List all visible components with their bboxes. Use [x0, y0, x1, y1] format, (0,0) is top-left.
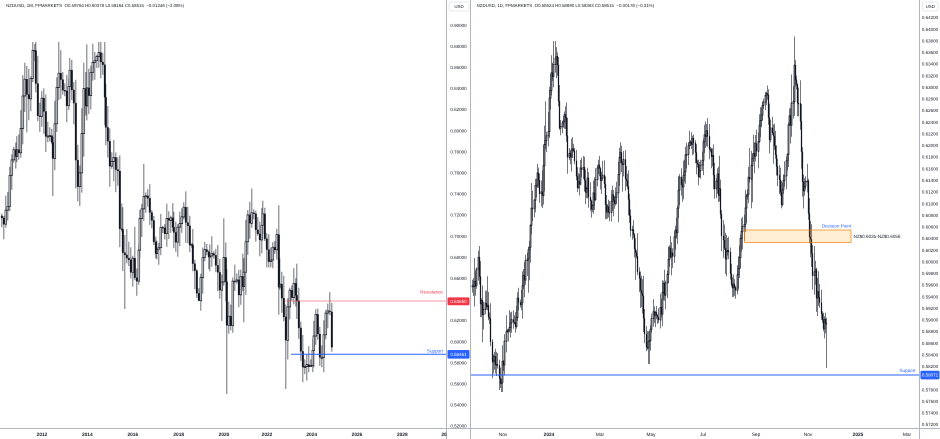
svg-text:0.58600: 0.58600 — [922, 341, 939, 346]
svg-text:0.61000: 0.61000 — [922, 201, 939, 206]
svg-text:Jul: Jul — [700, 432, 706, 438]
svg-text:0.80000: 0.80000 — [450, 128, 467, 133]
svg-text:2024: 2024 — [544, 432, 555, 438]
svg-text:0.60000: 0.60000 — [450, 339, 467, 344]
svg-text:0.86000: 0.86000 — [450, 65, 467, 70]
svg-text:2028: 2028 — [397, 432, 408, 438]
svg-text:0.59200: 0.59200 — [922, 306, 939, 311]
svg-text:NZDUSD, 1M, FPMARKETS O0.5976: NZDUSD, 1M, FPMARKETS O0.59764 H0.60378 … — [6, 3, 184, 8]
svg-text:0.78000: 0.78000 — [450, 149, 467, 154]
svg-text:0.61400: 0.61400 — [922, 178, 939, 183]
svg-text:0.63800: 0.63800 — [922, 38, 939, 43]
svg-text:0.58461: 0.58461 — [450, 352, 467, 357]
svg-text:0.61800: 0.61800 — [922, 155, 939, 160]
svg-text:Mar: Mar — [903, 432, 912, 438]
svg-text:0.90000: 0.90000 — [450, 23, 467, 28]
svg-text:0.84000: 0.84000 — [450, 86, 467, 91]
svg-text:0.61200: 0.61200 — [922, 190, 939, 195]
svg-text:2020: 2020 — [219, 432, 230, 438]
svg-text:0.63200: 0.63200 — [922, 73, 939, 78]
svg-text:2026: 2026 — [352, 432, 363, 438]
svg-text:0.57600: 0.57600 — [922, 399, 939, 404]
svg-text:Support: Support — [899, 368, 916, 373]
svg-text:0.57800: 0.57800 — [922, 387, 939, 392]
svg-text:0.64200: 0.64200 — [922, 15, 939, 20]
svg-text:0.60600: 0.60600 — [922, 225, 939, 230]
svg-text:0.58800: 0.58800 — [922, 329, 939, 334]
svg-text:Decision Point: Decision Point — [822, 224, 852, 229]
svg-text:0.59000: 0.59000 — [922, 318, 939, 323]
svg-text:0.61600: 0.61600 — [922, 166, 939, 171]
svg-text:0.54000: 0.54000 — [450, 403, 467, 408]
svg-text:0.62400: 0.62400 — [922, 120, 939, 125]
svg-text:0.82000: 0.82000 — [450, 107, 467, 112]
svg-text:0.57200: 0.57200 — [922, 422, 939, 427]
svg-text:May: May — [646, 432, 656, 438]
svg-text:NZDUSD, 1D, FPMARKETS O0.5852: NZDUSD, 1D, FPMARKETS O0.58524 H0.58690 … — [477, 3, 655, 8]
svg-text:Nov: Nov — [499, 432, 508, 438]
svg-text:0.56000: 0.56000 — [450, 382, 467, 387]
svg-text:0.58400: 0.58400 — [922, 352, 939, 357]
svg-text:0.60200: 0.60200 — [922, 248, 939, 253]
svg-text:2014: 2014 — [82, 432, 93, 438]
svg-text:0.88000: 0.88000 — [450, 44, 467, 49]
svg-text:Mar: Mar — [596, 432, 605, 438]
svg-text:0.57400: 0.57400 — [922, 411, 939, 416]
svg-text:0.68000: 0.68000 — [450, 255, 467, 260]
svg-text:0.63400: 0.63400 — [922, 62, 939, 67]
svg-text:2022: 2022 — [262, 432, 273, 438]
svg-text:Support: Support — [427, 348, 444, 353]
svg-text:0.58000: 0.58000 — [450, 360, 467, 365]
svg-text:0.63600: 0.63600 — [922, 50, 939, 55]
svg-text:2025: 2025 — [853, 432, 864, 438]
svg-text:0.58071: 0.58071 — [922, 373, 939, 378]
svg-text:0.60400: 0.60400 — [922, 236, 939, 241]
svg-text:USD: USD — [926, 4, 935, 9]
svg-text:0.62000: 0.62000 — [922, 143, 939, 148]
svg-text:2024: 2024 — [306, 432, 317, 438]
svg-text:0.59800: 0.59800 — [922, 271, 939, 276]
svg-text:Sep: Sep — [752, 432, 761, 438]
svg-text:Nov: Nov — [804, 432, 813, 438]
svg-text:0.58200: 0.58200 — [922, 364, 939, 369]
svg-text:0.62200: 0.62200 — [922, 132, 939, 137]
svg-text:0.70000: 0.70000 — [450, 234, 467, 239]
svg-text:20: 20 — [441, 432, 447, 438]
svg-text:0.60000: 0.60000 — [922, 259, 939, 264]
svg-text:0.62800: 0.62800 — [922, 97, 939, 102]
svg-text:2016: 2016 — [127, 432, 138, 438]
svg-text:0.52000: 0.52000 — [450, 424, 467, 429]
svg-text:USD: USD — [454, 4, 463, 9]
svg-text:2012: 2012 — [37, 432, 48, 438]
svg-text:0.63650: 0.63650 — [450, 299, 467, 304]
svg-text:0.63000: 0.63000 — [922, 85, 939, 90]
svg-text:0.66000: 0.66000 — [450, 276, 467, 281]
svg-text:Resistance: Resistance — [420, 289, 443, 294]
svg-text:0.59400: 0.59400 — [922, 294, 939, 299]
svg-text:0.64000: 0.64000 — [922, 27, 939, 32]
svg-text:0.59600: 0.59600 — [922, 283, 939, 288]
svg-text:0.62600: 0.62600 — [922, 108, 939, 113]
svg-text:NZ$0.6035-NZ$0.6056: NZ$0.6035-NZ$0.6056 — [854, 234, 901, 239]
svg-text:0.74000: 0.74000 — [450, 192, 467, 197]
svg-text:0.62000: 0.62000 — [450, 318, 467, 323]
svg-text:2018: 2018 — [173, 432, 184, 438]
svg-text:0.72000: 0.72000 — [450, 213, 467, 218]
svg-text:0.76000: 0.76000 — [450, 171, 467, 176]
svg-text:0.60800: 0.60800 — [922, 213, 939, 218]
